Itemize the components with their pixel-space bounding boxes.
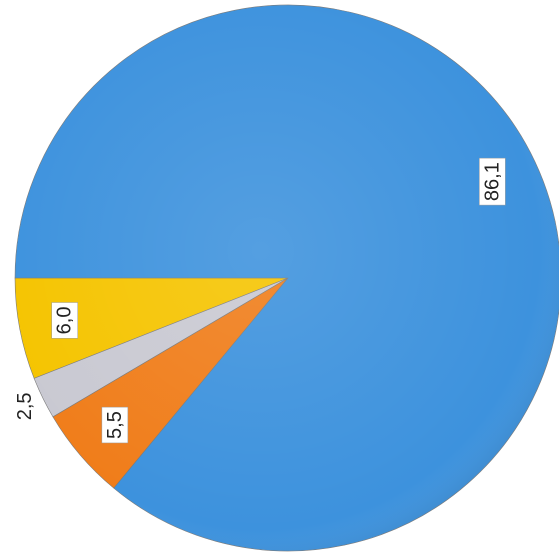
data-label: 5,5 — [104, 411, 126, 439]
data-label-group: 2,5 — [14, 392, 36, 420]
data-label-box — [51, 302, 78, 339]
pie — [14, 4, 559, 552]
data-label-group: 86,1 — [479, 157, 506, 206]
data-label-box — [479, 157, 506, 206]
labels: 6,0 2,5 5,5 86,1 — [14, 157, 506, 444]
data-label: 6,0 — [54, 307, 76, 335]
data-label: 2,5 — [14, 392, 36, 420]
data-label-box — [101, 406, 129, 444]
data-label-group: 5,5 — [101, 406, 129, 444]
data-label: 86,1 — [481, 162, 503, 201]
data-label-group: 6,0 — [51, 302, 78, 339]
